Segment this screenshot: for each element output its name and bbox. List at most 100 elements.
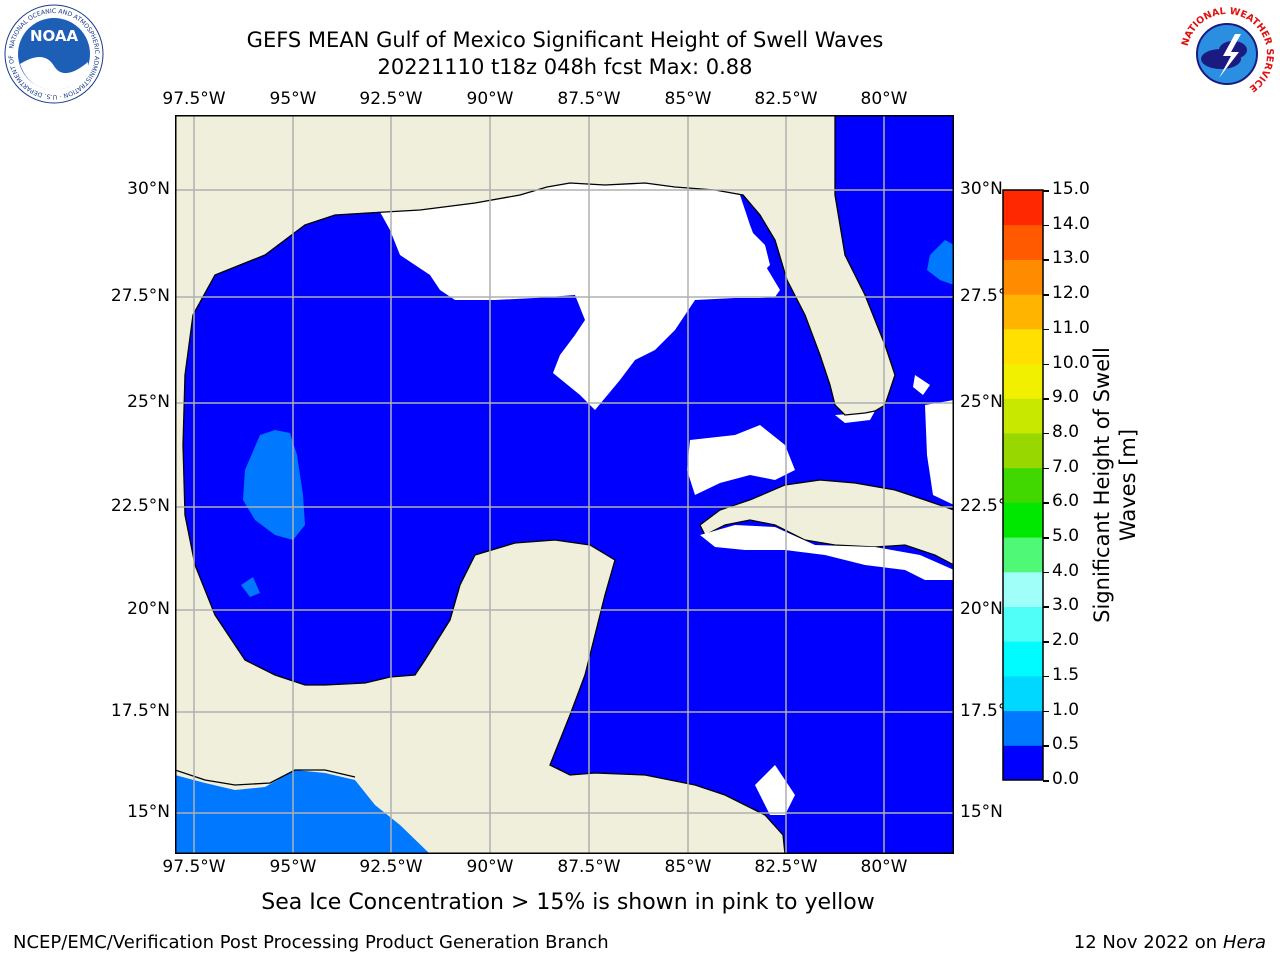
swell-region-pacific [175,770,430,854]
footer-host: Hera [1222,932,1266,953]
colorbar-tick-label: 11.0 [1052,317,1090,338]
colorbar-segment [1003,606,1043,642]
lon-tick-label: 87.5°W [557,857,621,877]
colorbar-tick-mark [1043,502,1049,504]
chart-title: GEFS MEAN Gulf of Mexico Significant Hei… [246,28,884,52]
footer-date-text: 12 Nov 2022 on [1073,932,1218,953]
lon-tick-label: 80°W [860,857,908,877]
noaa-logo-icon: NOAA NATIONAL OCEANIC AND ATMOSPHERIC AD… [4,4,104,104]
colorbar-segment [1003,432,1043,469]
gulf-water [183,115,954,854]
colorbar-segment [1003,537,1043,573]
lat-tick-label: 20°N [960,599,1003,619]
colorbar-tick-mark [1043,710,1049,713]
colorbar-segment [1003,641,1043,677]
colorbar-tick-mark [1043,606,1049,608]
footer-date: 12 Nov 2022 on Hera [1074,932,1266,953]
colorbar-segment [1003,190,1043,226]
colorbar-tick-mark [1043,432,1049,435]
colorbar-tick-label: 15.0 [1052,179,1090,199]
colorbar [1002,189,1044,781]
no-swell-cuba-south [700,525,954,580]
colorbar-tick-label: 2.0 [1052,630,1080,651]
colorbar-tick-mark [1043,467,1049,470]
coastlines [175,115,896,854]
colorbar-tick-label: 8.0 [1052,421,1080,442]
colorbar-tick-label: 3.0 [1052,595,1080,616]
colorbar-tick-mark [1043,190,1049,192]
svg-text:NOAA: NOAA [30,27,79,45]
lat-tick-label: 27.5°N [110,286,170,306]
lon-tick-label: 90°W [466,89,514,109]
lon-tick-label: 87.5°W [557,89,621,109]
lon-tick-label: 97.5°W [162,857,226,877]
colorbar-tick-label: 7.0 [1052,456,1080,477]
no-swell-honduras [755,765,795,815]
colorbar-segment [1003,398,1043,434]
colorbar-tick-mark [1043,328,1049,331]
colorbar-tick-mark [1043,537,1049,539]
sea-ice-caption: Sea Ice Concentration > 15% is shown in … [261,890,875,915]
colorbar-tick-mark [1043,641,1049,643]
lat-tick-label: 15°N [127,802,170,822]
lon-tick-label: 95°W [269,857,317,877]
colorbar-tick-label: 5.0 [1052,526,1080,547]
lat-tick-label: 25°N [127,392,170,412]
swell-region-atlantic [927,240,954,285]
colorbar-segment [1003,259,1043,295]
lon-tick-label: 85°W [664,89,712,109]
graticule [175,115,954,854]
colorbar-segment [1003,363,1043,399]
colorbar-tick-label: 0.5 [1052,734,1080,755]
colorbar-tick-mark [1043,745,1049,747]
lat-tick-label: 30°N [960,179,1003,199]
chart-subtitle: 20221110 t18z 048h fcst Max: 0.88 [377,55,753,79]
map-panel [175,115,954,854]
lon-tick-label: 90°W [466,857,514,877]
colorbar-tick-label: 4.0 [1052,560,1080,581]
colorbar-tick-mark [1043,780,1049,782]
colorbar-tick-label: 14.0 [1052,213,1090,234]
swell-region-veracruz [241,577,260,597]
colorbar-tick-mark [1043,224,1049,227]
lon-tick-label: 97.5°W [162,89,226,109]
colorbar-frame [1002,189,1044,781]
lon-tick-label: 82.5°W [754,89,818,109]
colorbar-segment [1003,294,1043,330]
colorbar-segment [1003,224,1043,260]
no-swell-bahamas [913,375,930,395]
colorbar-segment [1003,467,1043,503]
cuba-land [699,479,954,566]
colorbar-tick-label: 6.0 [1052,491,1080,512]
footer-credit: NCEP/EMC/Verification Post Processing Pr… [13,932,609,953]
swell-region-bay-of-campeche [243,430,305,540]
lon-tick-label: 85°W [664,857,712,877]
colorbar-tick-mark [1043,675,1049,678]
no-swell-fl-keys [835,411,875,423]
lon-tick-label: 92.5°W [359,89,423,109]
colorbar-label: Significant Height of Swell Waves [m] [1090,347,1140,623]
lon-tick-label: 80°W [860,89,908,109]
colorbar-tick-label: 9.0 [1052,387,1080,408]
lat-tick-label: 20°N [127,599,170,619]
nws-logo-icon: NATIONAL WEATHER SERVICE [1178,5,1276,103]
colorbar-tick-mark [1043,398,1049,400]
lon-tick-label: 92.5°W [359,857,423,877]
colorbar-tick-mark [1043,363,1049,366]
colorbar-tick-label: 1.5 [1052,664,1080,685]
colorbar-tick-label: 12.0 [1052,283,1090,304]
no-swell-yucatan [687,425,795,495]
colorbar-tick-label: 0.0 [1052,769,1080,789]
lat-tick-label: 22.5°N [110,496,170,516]
colorbar-segment [1003,328,1043,365]
colorbar-segment [1003,675,1043,712]
lat-tick-label: 15°N [960,802,1003,822]
colorbar-tick-label: 13.0 [1052,248,1090,269]
colorbar-segment [1003,571,1043,607]
lon-tick-label: 95°W [269,89,317,109]
map-frame [175,115,954,854]
lat-tick-label: 30°N [127,179,170,199]
colorbar-segment [1003,745,1043,781]
colorbar-tick-label: 1.0 [1052,699,1080,720]
colorbar-segment [1003,710,1043,746]
